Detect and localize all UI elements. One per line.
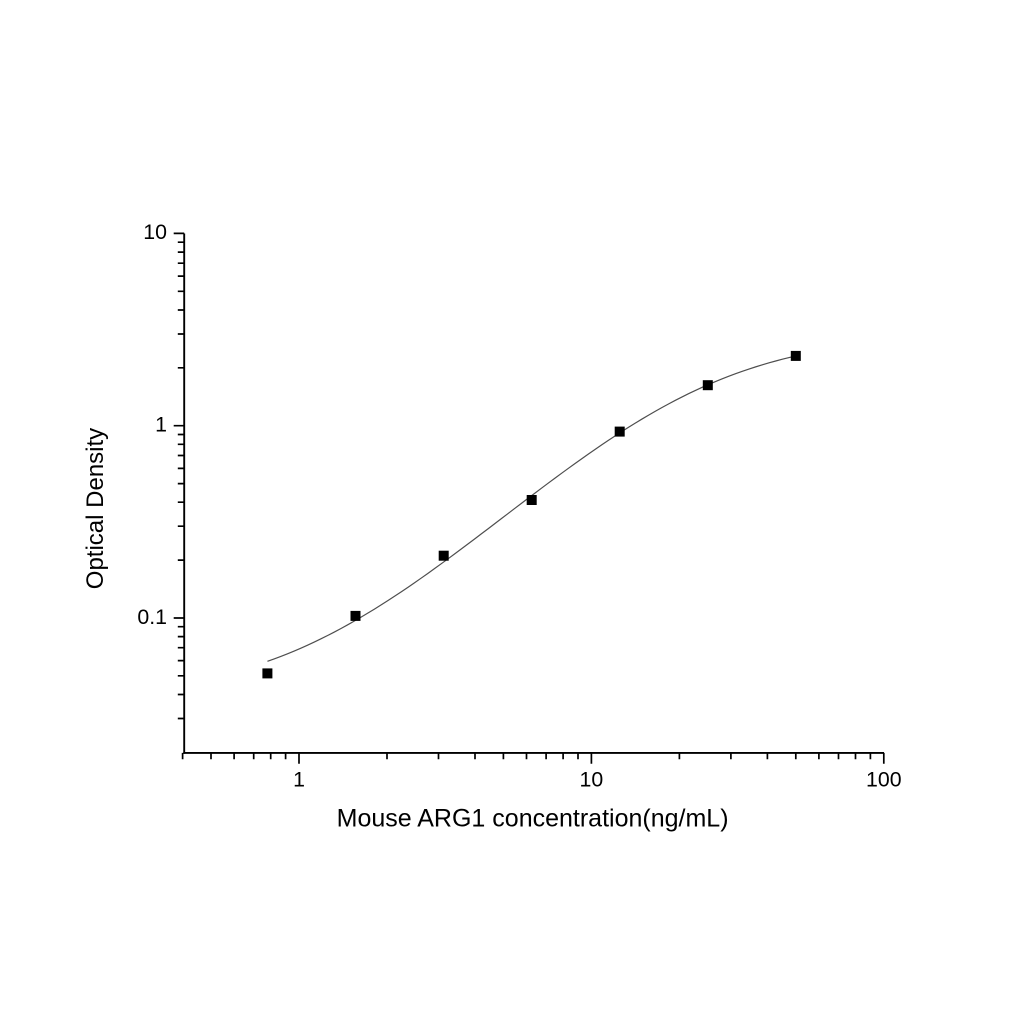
svg-text:1: 1 xyxy=(293,767,305,791)
svg-text:1: 1 xyxy=(155,413,167,437)
svg-text:Mouse ARG1 concentration(ng/mL: Mouse ARG1 concentration(ng/mL) xyxy=(337,804,729,832)
svg-text:10: 10 xyxy=(143,220,167,244)
svg-text:0.1: 0.1 xyxy=(137,605,167,629)
svg-text:Optical Density: Optical Density xyxy=(82,428,109,589)
svg-text:100: 100 xyxy=(866,767,902,791)
svg-text:10: 10 xyxy=(580,767,604,791)
